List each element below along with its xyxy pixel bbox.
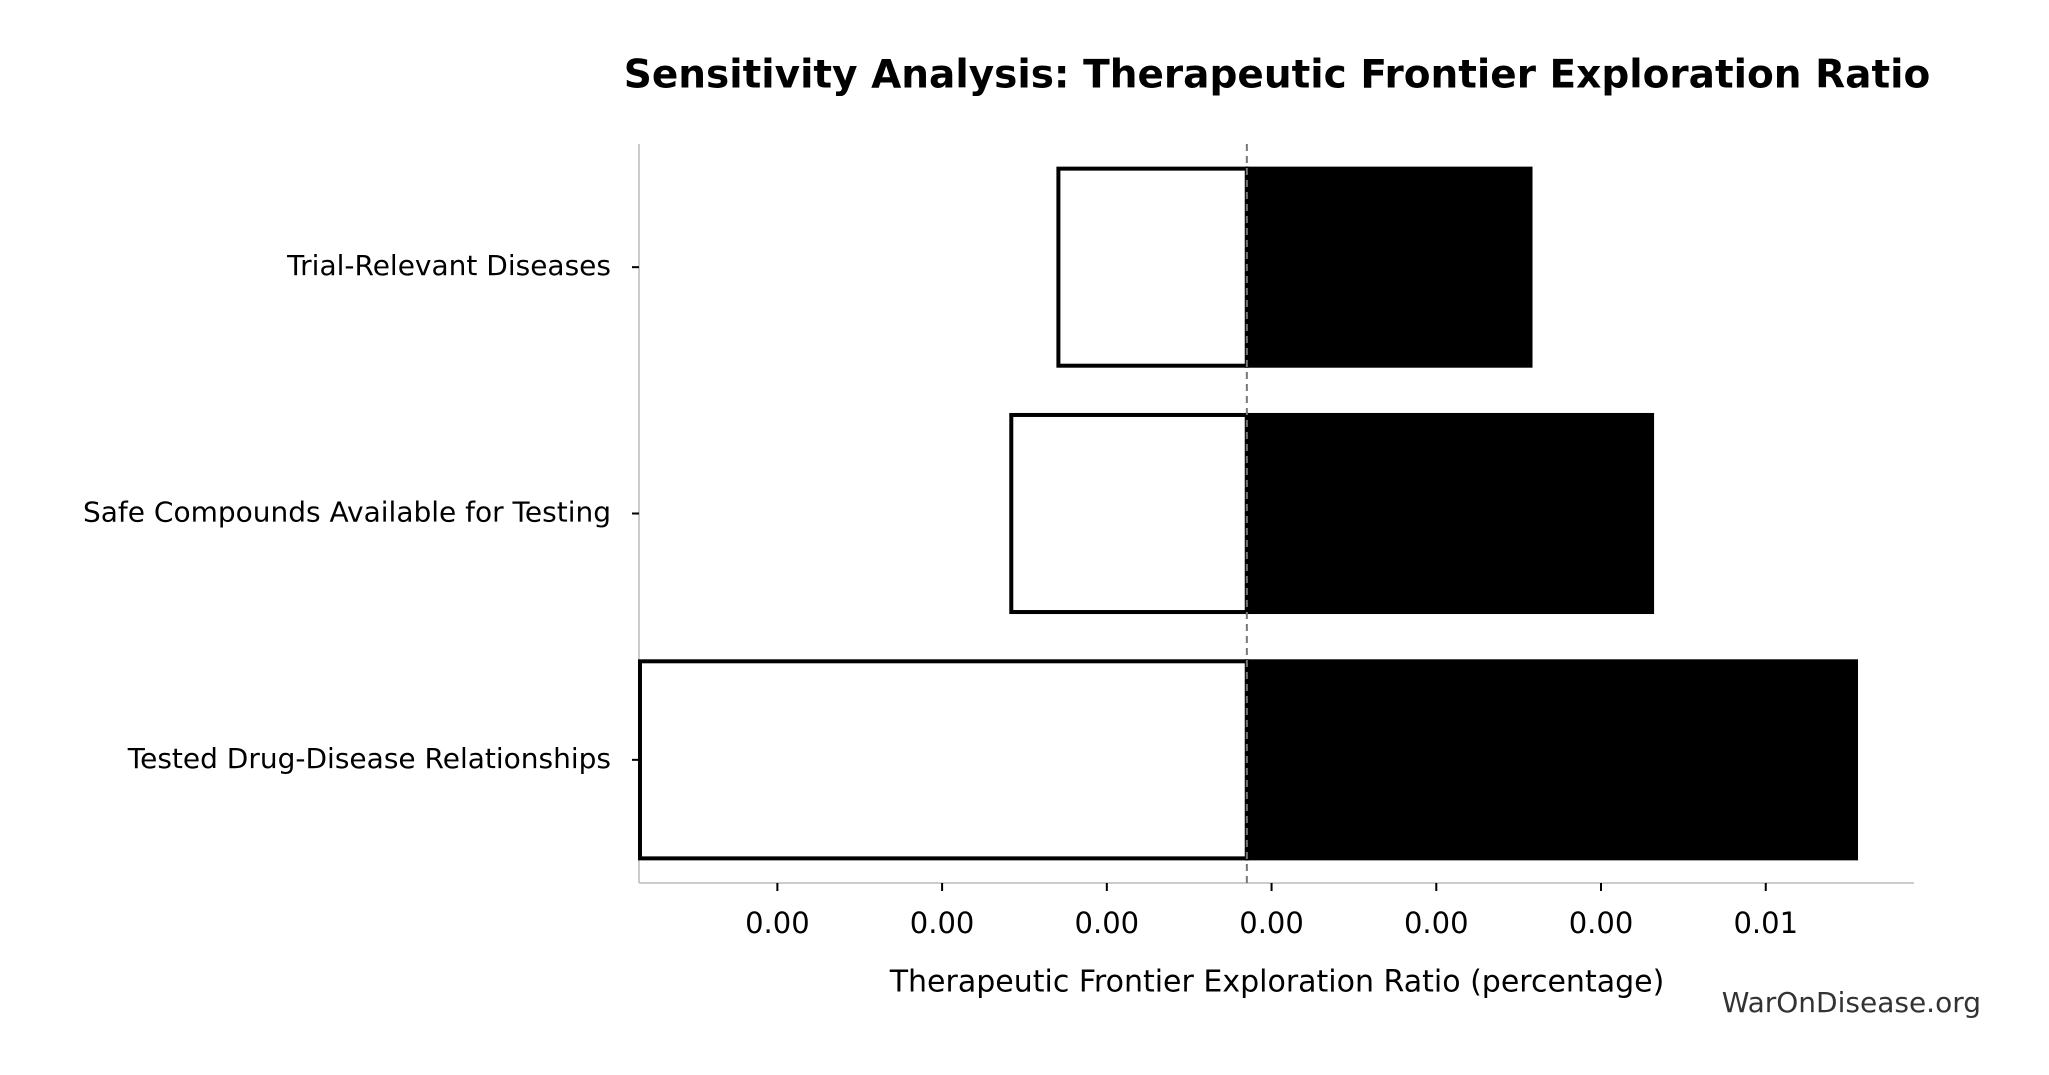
x-tick-label: 0.01 [1733, 906, 1798, 940]
x-tick-label: 0.00 [1404, 906, 1469, 940]
high-bar [1244, 659, 1859, 861]
watermark: WarOnDisease.org [1722, 986, 1981, 1019]
low-bar [1056, 166, 1249, 368]
x-tick-label: 0.00 [910, 906, 975, 940]
low-bar [637, 659, 1249, 861]
y-tick-label: Safe Compounds Available for Testing [83, 496, 611, 529]
chart-title: Sensitivity Analysis: Therapeutic Fronti… [624, 53, 1931, 98]
y-tick-label: Tested Drug-Disease Relationships [127, 742, 611, 775]
low-bar [1009, 412, 1249, 615]
x-tick-label: 0.00 [1569, 906, 1634, 940]
y-tick-label: Trial-Relevant Diseases [286, 249, 611, 282]
x-tick-label: 0.00 [1239, 906, 1304, 940]
x-tick-label: 0.00 [745, 906, 810, 940]
x-axis-label: Therapeutic Frontier Exploration Ratio (… [889, 965, 1665, 1000]
x-tick-label: 0.00 [1075, 906, 1140, 940]
high-bar [1244, 412, 1655, 615]
high-bar [1244, 166, 1533, 368]
